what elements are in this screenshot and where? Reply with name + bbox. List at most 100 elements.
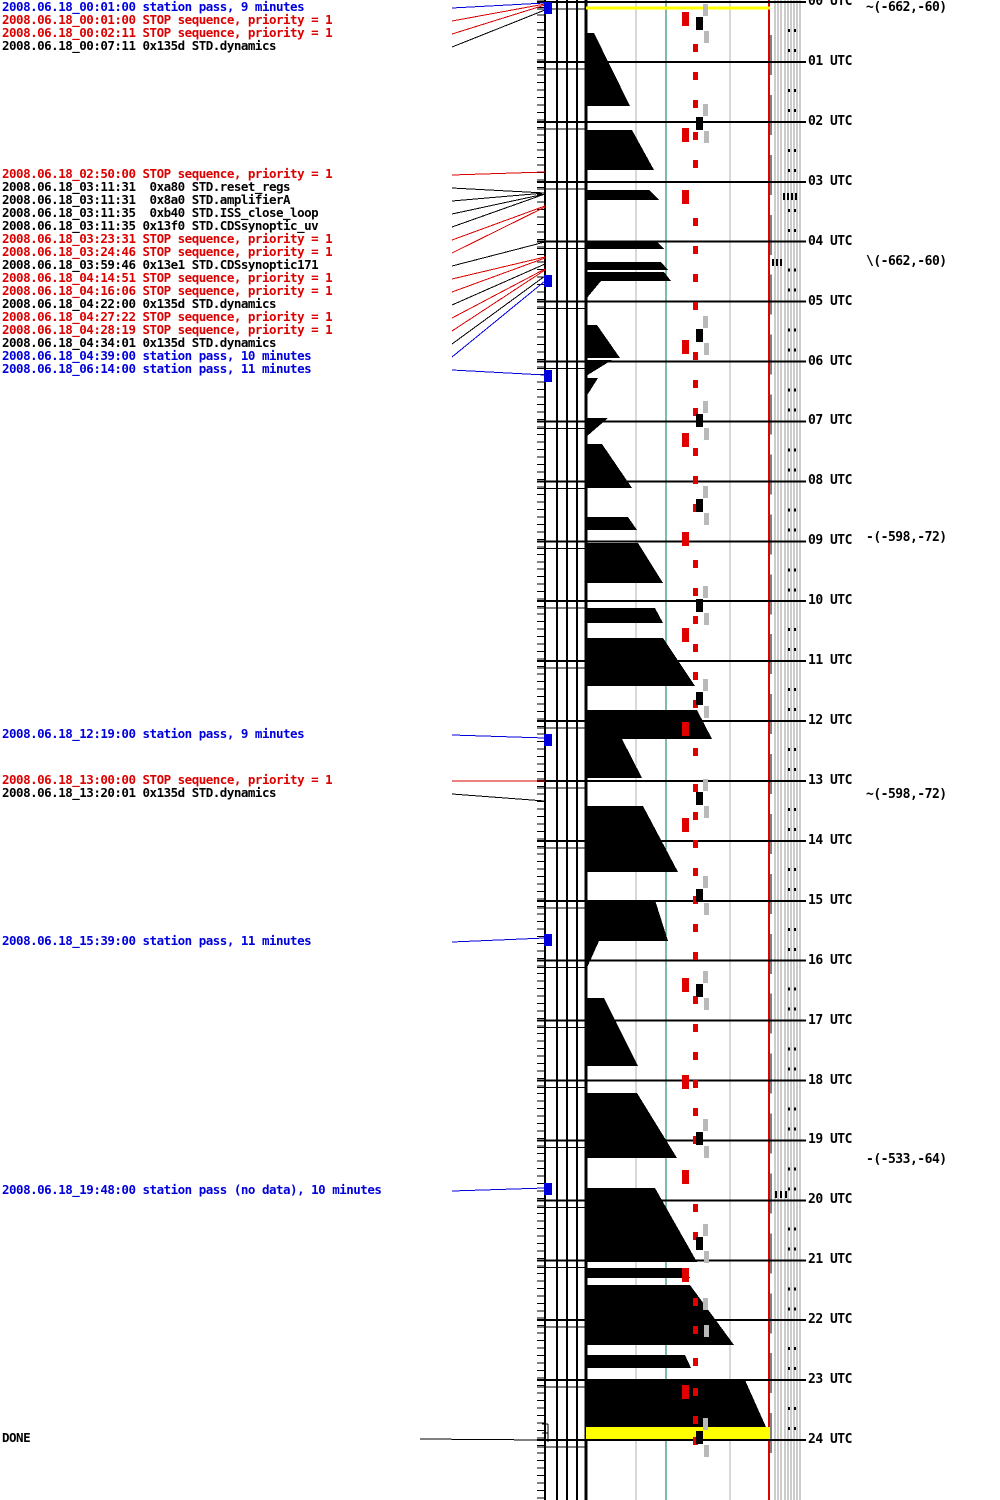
barcode-dot	[788, 408, 790, 412]
barcode-dot	[788, 1067, 790, 1071]
telemetry-shape	[586, 998, 638, 1066]
utc-label: 00 UTC	[808, 0, 852, 9]
gray-marker	[703, 1119, 708, 1131]
leader-line	[451, 269, 546, 332]
barcode-dot	[794, 1427, 796, 1431]
telemetry-shape	[586, 325, 620, 358]
barcode-dot	[788, 108, 790, 112]
leader-line	[451, 205, 546, 241]
gray-marker	[703, 1298, 708, 1310]
barcode-dot	[788, 807, 790, 811]
barcode-dot	[788, 947, 790, 951]
utc-label: 19 UTC	[808, 1132, 852, 1148]
utc-label: 08 UTC	[808, 473, 852, 489]
leader-line	[451, 2, 546, 9]
utc-label: 21 UTC	[808, 1252, 852, 1268]
event-label: 2008.06.18_02:50:00 STOP sequence, prior…	[2, 166, 333, 181]
red-dash-marker	[693, 784, 698, 792]
utc-label: 17 UTC	[808, 1012, 852, 1028]
red-dash-marker	[693, 504, 698, 512]
red-dash-marker	[693, 302, 698, 310]
red-dash-marker	[693, 644, 698, 652]
utc-label: 12 UTC	[808, 713, 852, 729]
gray-marker	[703, 586, 708, 598]
red-event-marker	[682, 978, 689, 992]
gray-marker	[704, 1445, 709, 1457]
barcode-dot	[794, 927, 796, 931]
event-label: 2008.06.18_03:24:46 STOP sequence, prior…	[2, 244, 333, 259]
gray-marker	[703, 1418, 708, 1430]
black-marker	[696, 1311, 703, 1324]
leader-line	[451, 280, 546, 358]
leader-line	[451, 9, 546, 48]
completion-bar	[586, 1427, 770, 1439]
barcode-dot	[788, 508, 790, 512]
leader-line	[451, 257, 546, 293]
gray-marker	[704, 513, 709, 525]
red-dash-marker	[693, 1298, 698, 1306]
event-label: 2008.06.18_03:11:31 0x8a0 STD.amplifierA	[2, 192, 291, 207]
red-event-marker	[682, 818, 689, 832]
gray-marker	[703, 876, 708, 888]
event-label: 2008.06.18_04:28:19 STOP sequence, prior…	[2, 322, 333, 337]
red-dash-marker	[693, 246, 698, 254]
event-label: 2008.06.18_00:07:11 0x135d STD.dynamics	[2, 38, 277, 53]
event-label: 2008.06.18_04:16:06 STOP sequence, prior…	[2, 283, 333, 298]
telemetry-shape	[586, 1285, 734, 1345]
barcode-dot	[788, 1107, 790, 1111]
barcode-dot	[788, 867, 790, 871]
event-label: 2008.06.18_12:19:00 station pass, 9 minu…	[2, 726, 305, 741]
coord-label: ~(-598,-72)	[866, 787, 947, 802]
leader-line	[451, 241, 546, 267]
utc-label: 20 UTC	[808, 1192, 852, 1208]
barcode-dot	[788, 528, 790, 532]
barcode-dot	[794, 748, 796, 752]
gray-marker	[703, 779, 708, 791]
red-event-marker	[682, 1075, 689, 1089]
gray-marker	[704, 1146, 709, 1158]
red-dash-marker	[693, 72, 698, 80]
barcode-dot	[788, 348, 790, 352]
barcode-dot	[794, 867, 796, 871]
red-event-marker	[682, 628, 689, 642]
red-dash-marker	[693, 1232, 698, 1240]
gray-marker	[704, 428, 709, 440]
telemetry-shape	[586, 378, 598, 397]
barcode-dot	[794, 1227, 796, 1231]
barcode-dash	[772, 259, 774, 266]
leader-line	[451, 187, 546, 194]
gray-marker	[704, 1325, 709, 1337]
red-dash-marker	[693, 132, 698, 140]
black-marker	[696, 984, 703, 997]
black-marker	[696, 1431, 703, 1444]
leader-line	[451, 3, 546, 22]
red-dash-marker	[693, 1080, 698, 1088]
telemetry-shape	[586, 1268, 690, 1278]
utc-label: 23 UTC	[808, 1372, 852, 1388]
telemetry-shape	[586, 1355, 691, 1368]
barcode-dot	[794, 1067, 796, 1071]
telemetry-shape	[586, 262, 668, 270]
red-dash-marker	[693, 840, 698, 848]
red-dash-marker	[693, 218, 698, 226]
telemetry-shape	[586, 941, 599, 970]
leader-line	[451, 171, 546, 176]
telemetry-shape	[586, 543, 663, 583]
event-label: 2008.06.18_06:14:00 station pass, 11 min…	[2, 361, 312, 376]
black-marker	[696, 1237, 703, 1250]
barcode-dot	[794, 508, 796, 512]
barcode-dot	[788, 887, 790, 891]
red-dash-marker	[693, 476, 698, 484]
red-event-marker	[682, 1385, 689, 1399]
leader-line	[451, 275, 546, 345]
leader-line	[451, 734, 546, 739]
utc-label: 18 UTC	[808, 1072, 852, 1088]
red-dash-marker	[693, 1358, 698, 1366]
station-pass-marker	[544, 934, 552, 946]
red-dash-marker	[693, 1052, 698, 1060]
utc-label: 14 UTC	[808, 832, 852, 848]
telemetry-shape	[586, 1188, 697, 1262]
black-marker	[696, 889, 703, 902]
utc-label: 11 UTC	[808, 653, 852, 669]
